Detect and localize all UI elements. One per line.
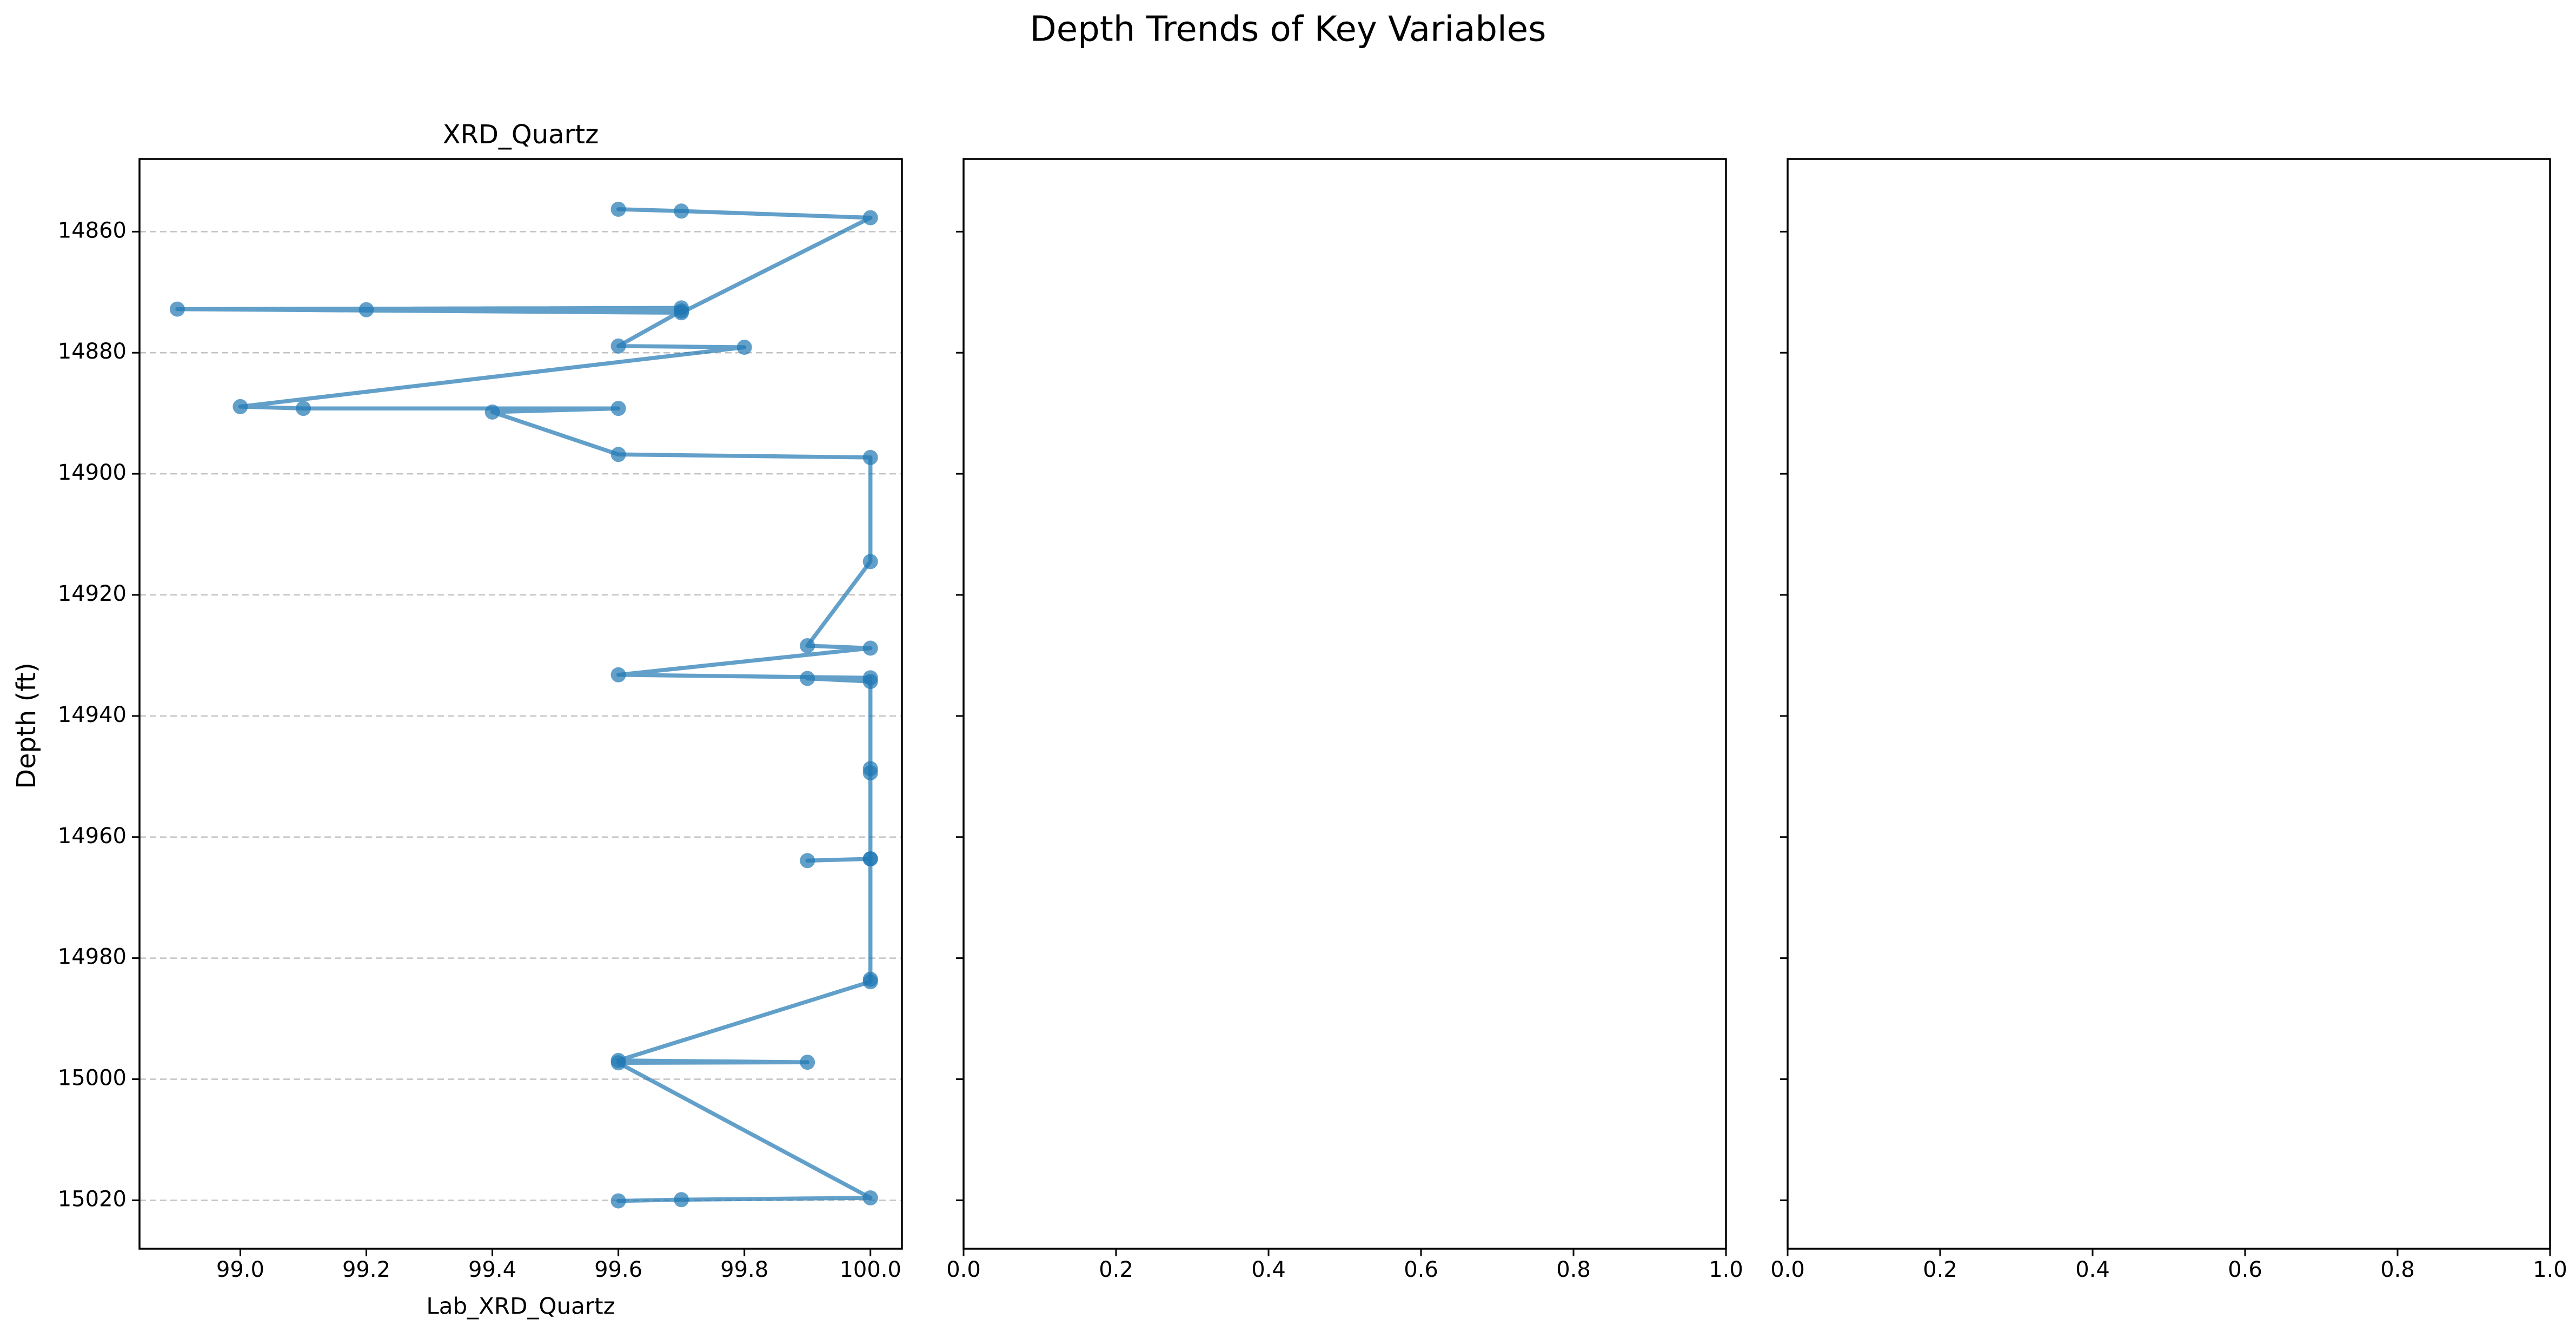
x-axis-label: Lab_XRD_Quartz	[426, 1293, 615, 1320]
figure-title: Depth Trends of Key Variables	[1030, 10, 1546, 50]
data-point	[610, 1193, 626, 1209]
data-point	[862, 210, 878, 226]
x-tick-label: 99.0	[216, 1257, 264, 1282]
y-tick-label: 14860	[58, 218, 127, 243]
x-tick-label: 0.0	[946, 1257, 981, 1282]
y-tick-label: 14940	[58, 703, 127, 727]
data-point	[862, 554, 878, 569]
data-point	[610, 1055, 626, 1071]
x-tick-label: 0.4	[2075, 1257, 2110, 1282]
plot-area-frame	[1787, 158, 2551, 1250]
panel-title: XRD_Quartz	[443, 120, 599, 150]
data-point	[610, 401, 626, 416]
data-point	[800, 853, 815, 869]
data-point	[862, 674, 878, 690]
data-point	[800, 671, 815, 686]
data-point	[674, 203, 689, 219]
panel-xrd-quartz: XRD_Quartz Depth (ft) Lab_XRD_Quartz 99.…	[11, 120, 903, 1320]
data-point	[862, 765, 878, 781]
series-line	[175, 207, 873, 1203]
axis-ticks: 99.0 99.2 99.4 99.6 99.8 100.0 14860 14880 14900…	[58, 218, 901, 1282]
plot-area-frame	[138, 158, 903, 1250]
data-point	[610, 447, 626, 462]
y-tick-label: 14960	[58, 824, 127, 849]
data-point	[862, 449, 878, 465]
x-tick-label: 99.4	[468, 1257, 516, 1282]
panel-3-empty: 0.0 0.2 0.4 0.6 0.8 1.0	[1770, 158, 2567, 1282]
x-tick-label: 0.8	[1556, 1257, 1591, 1282]
data-point	[674, 1192, 689, 1208]
x-tick-label: 99.8	[720, 1257, 768, 1282]
x-tick-label: 0.2	[1099, 1257, 1133, 1282]
data-point	[296, 401, 311, 416]
x-tick-label: 0.4	[1251, 1257, 1286, 1282]
data-point	[674, 303, 689, 319]
panel-2-empty: 0.0 0.2 0.4 0.6 0.8 1.0	[946, 158, 1743, 1282]
y-tick-label: 14880	[58, 339, 127, 364]
data-point	[800, 1055, 815, 1070]
grid-lines	[140, 231, 902, 1201]
y-tick-label: 14920	[58, 581, 127, 606]
y-tick-label: 15000	[58, 1066, 127, 1091]
data-point	[358, 302, 374, 317]
y-axis-label: Depth (ft)	[11, 662, 42, 789]
data-point	[233, 399, 248, 414]
axis-ticks: 0.0 0.2 0.4 0.6 0.8 1.0	[946, 230, 1743, 1282]
x-tick-label: 1.0	[2533, 1257, 2567, 1282]
axis-ticks: 0.0 0.2 0.4 0.6 0.8 1.0	[1770, 230, 2567, 1282]
x-tick-label: 99.2	[342, 1257, 390, 1282]
data-point	[169, 301, 185, 317]
data-point	[484, 404, 500, 420]
x-tick-label: 99.6	[594, 1257, 642, 1282]
data-point	[610, 201, 626, 217]
x-tick-label: 100.0	[839, 1257, 901, 1282]
data-point	[862, 640, 878, 656]
plot-area-frame	[962, 158, 1727, 1250]
y-tick-label: 14980	[58, 945, 127, 970]
x-tick-label: 0.6	[1404, 1257, 1438, 1282]
x-tick-label: 0.6	[2228, 1257, 2262, 1282]
y-tick-label: 15020	[58, 1187, 127, 1211]
data-point	[862, 1190, 878, 1205]
data-point	[862, 974, 878, 990]
x-tick-label: 0.8	[2380, 1257, 2415, 1282]
x-tick-label: 1.0	[1709, 1257, 1743, 1282]
data-point	[800, 638, 815, 653]
x-tick-label: 0.2	[1923, 1257, 1957, 1282]
data-point	[736, 340, 752, 355]
data-point	[610, 338, 626, 354]
data-point	[610, 667, 626, 682]
x-tick-label: 0.0	[1770, 1257, 1805, 1282]
data-point	[862, 851, 878, 867]
series-xrd-quartz	[169, 201, 878, 1209]
y-tick-label: 14900	[58, 460, 127, 485]
